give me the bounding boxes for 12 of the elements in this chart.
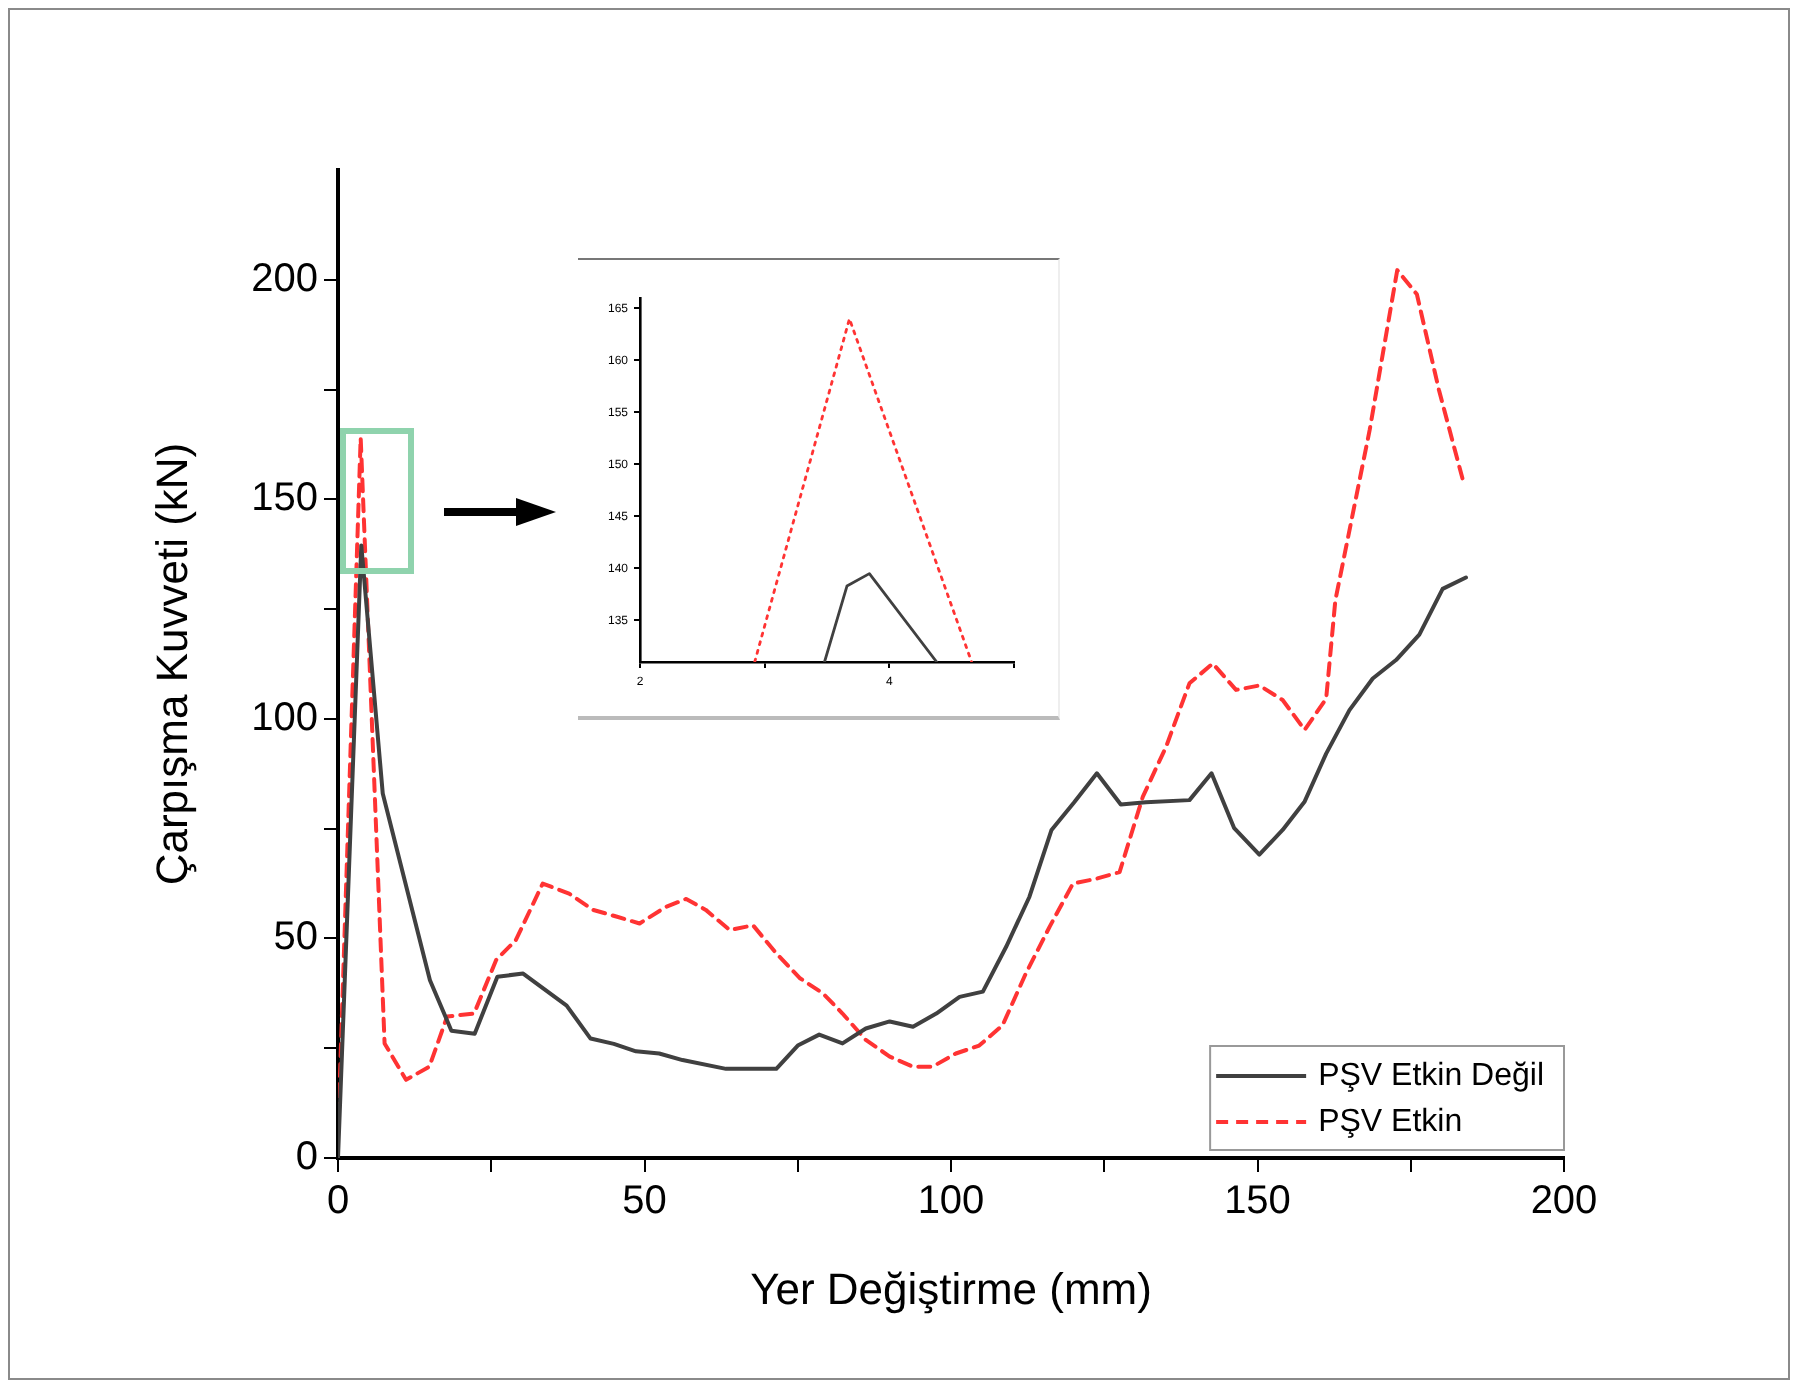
x-tick-label: 150 — [1224, 1179, 1291, 1224]
y-tick-label: 0 — [295, 1135, 318, 1180]
y-tick-label: 150 — [251, 476, 318, 521]
y-axis-title: Çarpışma Kuvveti (kN) — [146, 442, 197, 886]
x-axis-title: Yer Değiştirme (mm) — [750, 1263, 1152, 1314]
x-tick-label: 0 — [326, 1179, 350, 1224]
y-tick-label: 200 — [251, 256, 318, 301]
y-tick-label: 50 — [273, 915, 318, 960]
x-tick-label: 200 — [1530, 1179, 1598, 1224]
legend-label: PŞV Etkin Değil — [1318, 1058, 1544, 1093]
legend-label: PŞV Etkin — [1318, 1104, 1463, 1139]
x-tick-label: 100 — [917, 1179, 985, 1224]
